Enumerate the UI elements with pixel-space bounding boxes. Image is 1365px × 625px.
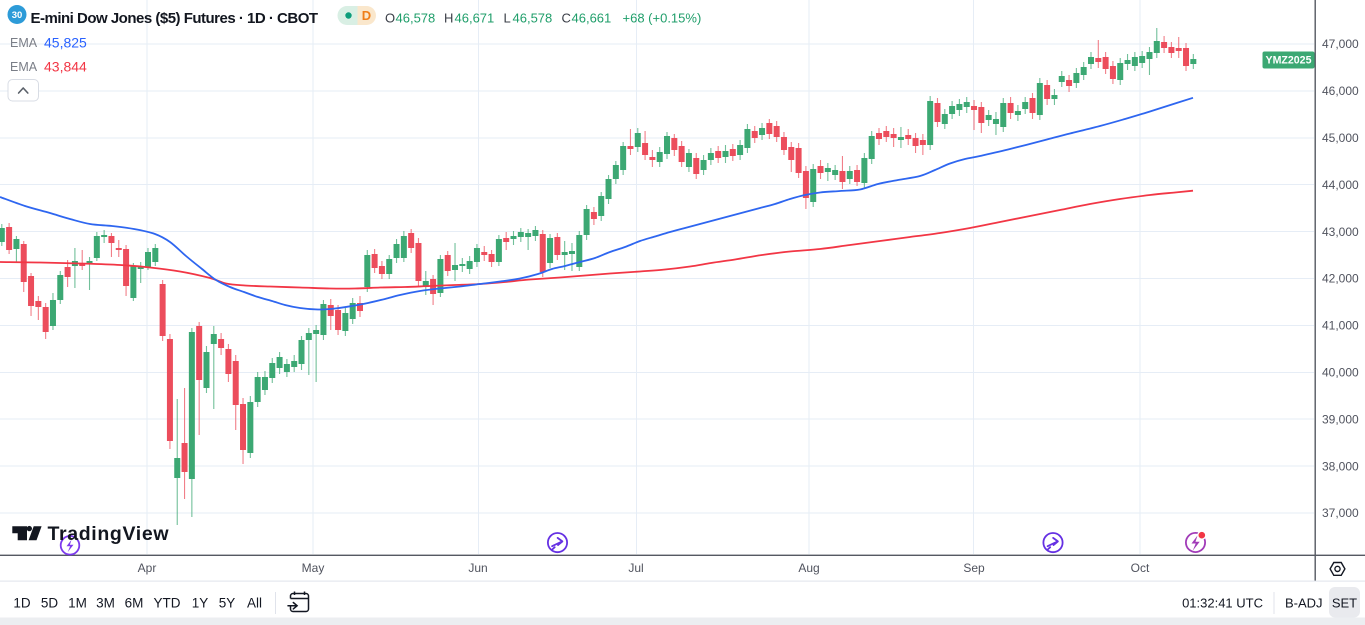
svg-text:O: O bbox=[385, 11, 395, 26]
svg-text:39,000: 39,000 bbox=[1322, 412, 1359, 426]
svg-text:46,000: 46,000 bbox=[1322, 84, 1359, 98]
svg-text:46,671: 46,671 bbox=[455, 11, 495, 26]
svg-text:46,578: 46,578 bbox=[513, 11, 553, 26]
svg-text:45,000: 45,000 bbox=[1322, 131, 1359, 145]
svg-text:YTD: YTD bbox=[154, 596, 181, 611]
svg-text:38,000: 38,000 bbox=[1322, 459, 1359, 473]
svg-text:May: May bbox=[302, 561, 325, 575]
svg-text:41,000: 41,000 bbox=[1322, 319, 1359, 333]
svg-text:47,000: 47,000 bbox=[1322, 37, 1359, 51]
svg-text:Sep: Sep bbox=[963, 561, 985, 575]
svg-text:EMA: EMA bbox=[10, 60, 38, 74]
svg-text:Jun: Jun bbox=[468, 561, 487, 575]
svg-text:46,578: 46,578 bbox=[396, 11, 436, 26]
svg-text:5Y: 5Y bbox=[219, 596, 236, 611]
svg-text:All: All bbox=[247, 596, 262, 611]
svg-text:TradingView: TradingView bbox=[48, 523, 170, 545]
svg-text:44,000: 44,000 bbox=[1322, 178, 1359, 192]
svg-text:43,000: 43,000 bbox=[1322, 225, 1359, 239]
svg-text:5D: 5D bbox=[41, 596, 59, 611]
svg-text:D: D bbox=[362, 8, 371, 23]
svg-text:6M: 6M bbox=[125, 596, 144, 611]
svg-text:01:32:41 UTC: 01:32:41 UTC bbox=[1182, 596, 1263, 611]
svg-text:45,825: 45,825 bbox=[44, 35, 87, 51]
svg-text:C: C bbox=[562, 11, 571, 26]
svg-text:Aug: Aug bbox=[798, 561, 819, 575]
svg-text:E-mini Dow Jones ($5) Futures: E-mini Dow Jones ($5) Futures · 1D · CBO… bbox=[31, 10, 318, 27]
svg-text:42,000: 42,000 bbox=[1322, 272, 1359, 286]
svg-text:H: H bbox=[444, 11, 453, 26]
svg-text:1Y: 1Y bbox=[192, 596, 209, 611]
svg-text:37,000: 37,000 bbox=[1322, 506, 1359, 520]
svg-text:1D: 1D bbox=[13, 596, 31, 611]
svg-text:1M: 1M bbox=[68, 596, 87, 611]
svg-text:YMZ2025: YMZ2025 bbox=[1266, 55, 1312, 67]
svg-text:Apr: Apr bbox=[138, 561, 157, 575]
svg-text:Oct: Oct bbox=[1131, 561, 1150, 575]
svg-text:EMA: EMA bbox=[10, 36, 38, 50]
svg-text:L: L bbox=[504, 11, 511, 26]
svg-text:SET: SET bbox=[1332, 596, 1357, 611]
svg-text:3M: 3M bbox=[96, 596, 115, 611]
svg-text:40,000: 40,000 bbox=[1322, 366, 1359, 380]
svg-text:Jul: Jul bbox=[628, 561, 643, 575]
svg-text:+68 (+0.15%): +68 (+0.15%) bbox=[623, 11, 702, 26]
svg-text:30: 30 bbox=[12, 10, 23, 21]
svg-text:43,844: 43,844 bbox=[44, 59, 87, 75]
svg-text:46,661: 46,661 bbox=[572, 11, 612, 26]
svg-text:B-ADJ: B-ADJ bbox=[1285, 596, 1323, 611]
